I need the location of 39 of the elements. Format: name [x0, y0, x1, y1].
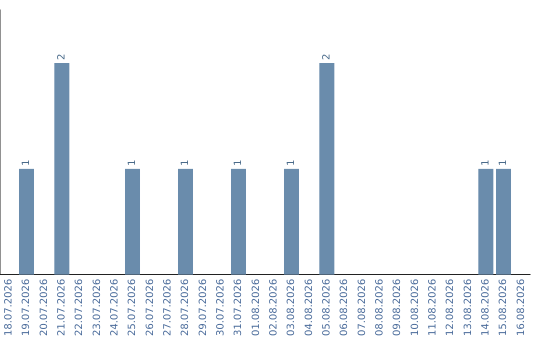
x-tick-label: 16.08.2026 [516, 278, 527, 336]
x-tick-label: 04.08.2026 [304, 278, 315, 336]
data-label: 1 [21, 159, 32, 166]
x-tick-label: 30.07.2026 [215, 278, 226, 336]
data-label: 2 [56, 54, 68, 60]
data-label: 2 [321, 54, 332, 60]
x-tick-label: 11.08.2026 [427, 278, 438, 336]
x-tick-label: 24.07.2026 [109, 278, 120, 336]
x-tick-label: 09.08.2026 [392, 278, 404, 336]
data-label: 1 [127, 159, 138, 166]
x-tick-label: 26.07.2026 [144, 278, 156, 336]
x-tick-label: 22.07.2026 [74, 278, 86, 336]
x-tick-label: 27.07.2026 [162, 278, 174, 336]
x-tick-label: 25.07.2026 [127, 278, 138, 336]
x-tick-label: 03.08.2026 [286, 278, 298, 336]
x-tick-label: 18.07.2026 [3, 278, 14, 336]
data-label: 1 [233, 159, 244, 166]
x-tick-label: 20.07.2026 [38, 278, 50, 336]
data-label: 1 [498, 159, 510, 166]
x-tick-label: 12.08.2026 [445, 278, 456, 336]
x-tick-label: 06.08.2026 [339, 278, 350, 336]
x-tick-label: 05.08.2026 [321, 278, 332, 336]
data-label: 1 [480, 159, 492, 166]
x-tick-label: 31.07.2026 [233, 278, 244, 336]
x-tick-label: 21.07.2026 [56, 278, 68, 336]
x-tick-label: 01.08.2026 [250, 278, 262, 336]
x-tick-label: 07.08.2026 [356, 278, 368, 336]
x-tick-label: 14.08.2026 [480, 278, 492, 336]
x-tick-label: 15.08.2026 [498, 278, 510, 336]
data-label: 1 [180, 159, 192, 166]
x-tick-label: 02.08.2026 [268, 278, 280, 336]
x-tick-label: 13.08.2026 [462, 278, 474, 336]
x-tick-label: 29.07.2026 [198, 278, 209, 336]
data-label: 1 [286, 159, 298, 166]
x-tick-label: 10.08.2026 [410, 278, 421, 336]
x-tick-label: 19.07.2026 [21, 278, 32, 336]
x-tick-label: 23.07.2026 [92, 278, 103, 336]
x-tick-label: 08.08.2026 [374, 278, 386, 336]
x-tick-label: 28.07.2026 [180, 278, 192, 336]
